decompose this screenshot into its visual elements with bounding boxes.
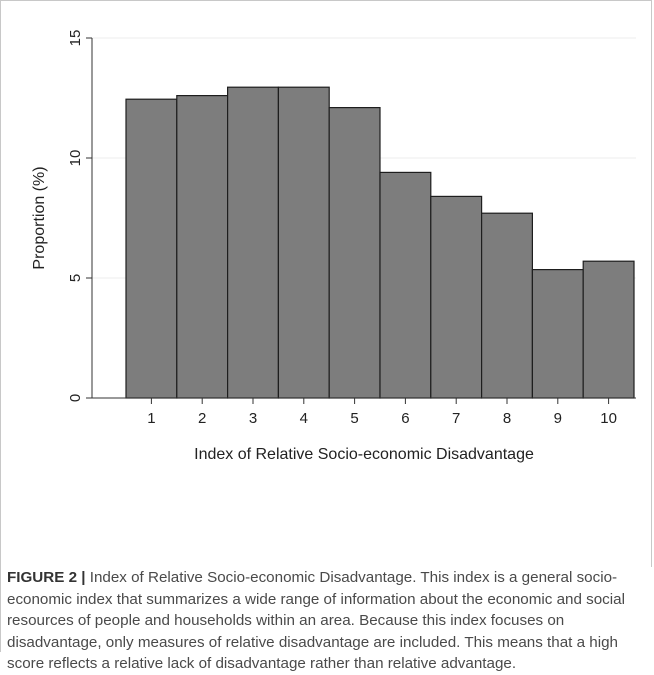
bar-8 bbox=[481, 212, 534, 399]
x-tick-label: 9 bbox=[554, 410, 562, 427]
bar-6 bbox=[379, 171, 432, 399]
y-tick-label: 0 bbox=[67, 394, 84, 402]
x-tick-label: 3 bbox=[249, 410, 257, 427]
axes bbox=[91, 38, 636, 399]
y-ticks: 0 5 10 15 bbox=[67, 30, 92, 402]
bar-4 bbox=[277, 86, 330, 399]
bar-3 bbox=[227, 86, 280, 399]
x-tick-label: 2 bbox=[198, 410, 206, 427]
x-axis-label: Index of Relative Socio-economic Disadva… bbox=[194, 446, 534, 463]
x-tick-label: 4 bbox=[300, 410, 308, 427]
caption-label: FIGURE 2 | bbox=[7, 569, 86, 586]
bar-2 bbox=[176, 94, 229, 399]
caption-text: Index of Relative Socio-economic Disadva… bbox=[7, 569, 625, 672]
bar-5 bbox=[328, 106, 381, 399]
x-tick-label: 1 bbox=[147, 410, 155, 427]
bar-chart: 0 5 10 15 1 2 3 4 5 6 7 8 9 10 Proportion (%) Index … bbox=[31, 30, 636, 463]
x-tick-label: 10 bbox=[600, 410, 617, 427]
bar-10 bbox=[582, 260, 635, 399]
x-tick-label: 8 bbox=[503, 410, 511, 427]
y-tick-label: 5 bbox=[67, 274, 84, 282]
x-tick-label: 7 bbox=[452, 410, 460, 427]
y-tick-label: 10 bbox=[67, 150, 84, 167]
figure-panel bbox=[0, 0, 652, 567]
x-ticks: 1 2 3 4 5 6 7 8 9 10 bbox=[147, 398, 617, 427]
bar-7 bbox=[430, 195, 483, 399]
bar-9 bbox=[531, 269, 584, 399]
x-tick-label: 6 bbox=[401, 410, 409, 427]
bars bbox=[125, 86, 635, 399]
y-tick-label: 15 bbox=[67, 30, 84, 47]
figure-caption: FIGURE 2 | Index of Relative Socio-econo… bbox=[0, 567, 640, 672]
y-axis-label: Proportion (%) bbox=[31, 166, 48, 269]
x-tick-label: 5 bbox=[350, 410, 358, 427]
bar-1 bbox=[125, 98, 178, 399]
